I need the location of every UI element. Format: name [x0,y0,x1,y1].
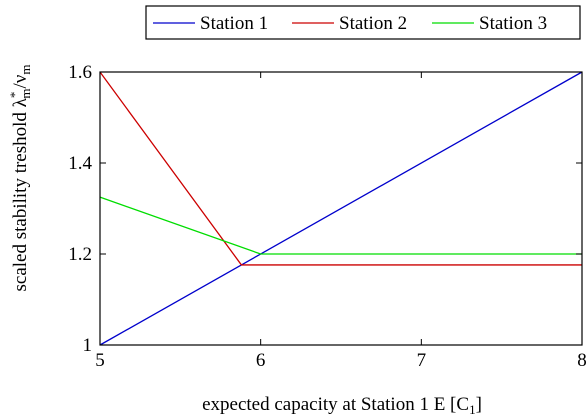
y-tick-label: 1.6 [68,62,92,83]
y-axis-title-superscript: * [7,92,22,99]
series-layer [99,71,583,346]
tick-labels-layer: 5 6 7 8 1 1.2 1.4 1.6 [68,62,586,371]
y-axis-title-tail-subscript: m [18,65,33,75]
series-line-station-2 [99,71,582,266]
y-tick-label: 1.4 [68,153,92,174]
y-tick-label: 1 [83,335,93,356]
plot-frame [99,71,583,346]
y-axis-title-tail: /ν [10,74,31,88]
y-tick-label: 1.2 [68,244,92,265]
legend: Station 1 Station 2 Station 3 [145,5,581,40]
ticks-layer [99,71,583,346]
y-axis-title-main: scaled stability treshold λ [10,97,31,291]
x-axis-title-subscript: 1 [469,402,476,417]
legend-label-station-2: Station 2 [339,13,407,34]
x-axis-title-close: ] [476,394,482,415]
legend-items: Station 1 Station 2 Station 3 [153,13,547,34]
x-tick-label: 8 [577,350,586,371]
x-tick-label: 7 [417,350,427,371]
legend-box [145,5,581,40]
y-axis-title: scaled stability treshold λ*m/νm [7,65,33,292]
x-axis-title: expected capacity at Station 1 E [C1] [202,394,482,417]
legend-label-station-1: Station 1 [200,13,268,34]
x-tick-label: 5 [95,350,105,371]
legend-label-station-3: Station 3 [479,13,547,34]
y-axis-title-subscript: m [18,89,33,99]
series-line-station-3 [99,196,582,255]
x-axis-title-main: expected capacity at Station 1 E [C [202,394,469,415]
x-tick-label: 6 [256,350,266,371]
series-line-station-1 [99,71,583,346]
